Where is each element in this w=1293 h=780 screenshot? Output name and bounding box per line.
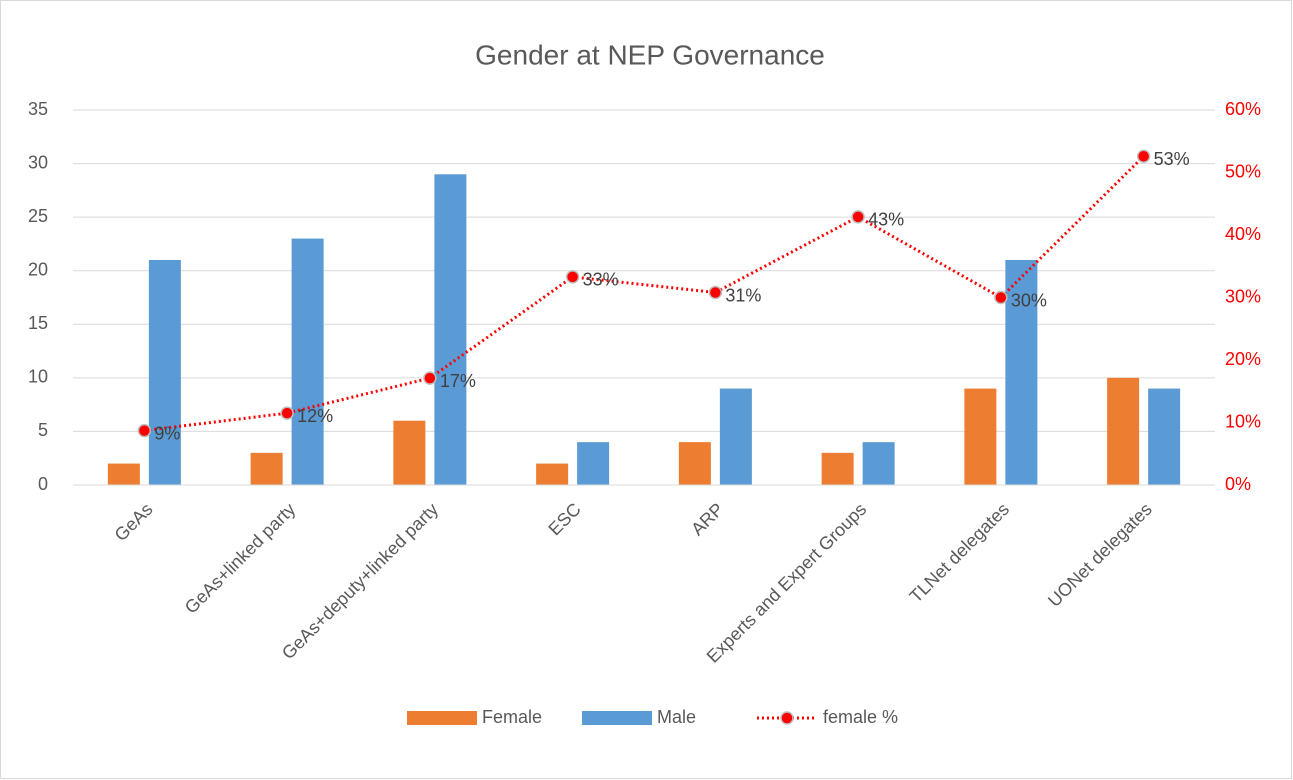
- bar: [1107, 377, 1140, 485]
- y2-tick-label: 60%: [1225, 99, 1261, 119]
- bar: [1005, 260, 1038, 485]
- line-marker: [280, 406, 294, 420]
- bar: [964, 388, 997, 485]
- legend-label: female %: [823, 707, 898, 727]
- bar: [434, 174, 467, 486]
- bar: [577, 442, 610, 485]
- y-tick-label: 25: [28, 206, 48, 226]
- y-tick-label: 15: [28, 313, 48, 333]
- bar: [821, 452, 854, 485]
- y-tick-label: 30: [28, 152, 48, 172]
- legend-swatch: [582, 711, 652, 725]
- bar: [862, 442, 895, 485]
- y-tick-label: 20: [28, 259, 48, 279]
- line-marker: [851, 210, 865, 224]
- y2-tick-label: 20%: [1225, 349, 1261, 369]
- y-tick-label: 10: [28, 367, 48, 387]
- y-tick-label: 35: [28, 99, 48, 119]
- y2-tick-label: 30%: [1225, 286, 1261, 306]
- data-label: 30%: [1011, 290, 1047, 310]
- bar: [1148, 388, 1181, 485]
- y2-tick-label: 50%: [1225, 161, 1261, 181]
- data-label: 12%: [297, 406, 333, 426]
- line-marker: [994, 290, 1008, 305]
- y2-tick-label: 40%: [1225, 224, 1261, 244]
- y-tick-label: 5: [38, 420, 48, 440]
- data-label: 33%: [583, 270, 619, 290]
- line-marker: [565, 270, 580, 284]
- bar: [250, 452, 283, 485]
- line-marker: [137, 423, 152, 438]
- data-label: 31%: [725, 285, 761, 305]
- chart-title: Gender at NEP Governance: [475, 39, 825, 70]
- bar: [393, 420, 426, 485]
- bar: [107, 463, 140, 485]
- data-label: 9%: [154, 423, 180, 443]
- line-marker: [423, 371, 437, 385]
- bar: [148, 260, 181, 485]
- bar: [536, 463, 569, 485]
- legend-label: Female: [482, 707, 542, 727]
- y2-tick-label: 0%: [1225, 474, 1251, 494]
- y2-tick-label: 10%: [1225, 411, 1261, 431]
- bar: [291, 238, 324, 485]
- line-marker: [1136, 149, 1151, 163]
- data-label: 17%: [440, 371, 476, 391]
- bar: [678, 442, 711, 485]
- data-label: 53%: [1154, 149, 1190, 169]
- data-label: 43%: [868, 210, 904, 230]
- bar: [719, 388, 752, 485]
- legend-swatch-marker: [780, 711, 794, 725]
- line-marker: [708, 285, 723, 300]
- legend-swatch: [407, 711, 477, 725]
- y-tick-label: 0: [38, 474, 48, 494]
- legend-label: Male: [657, 707, 696, 727]
